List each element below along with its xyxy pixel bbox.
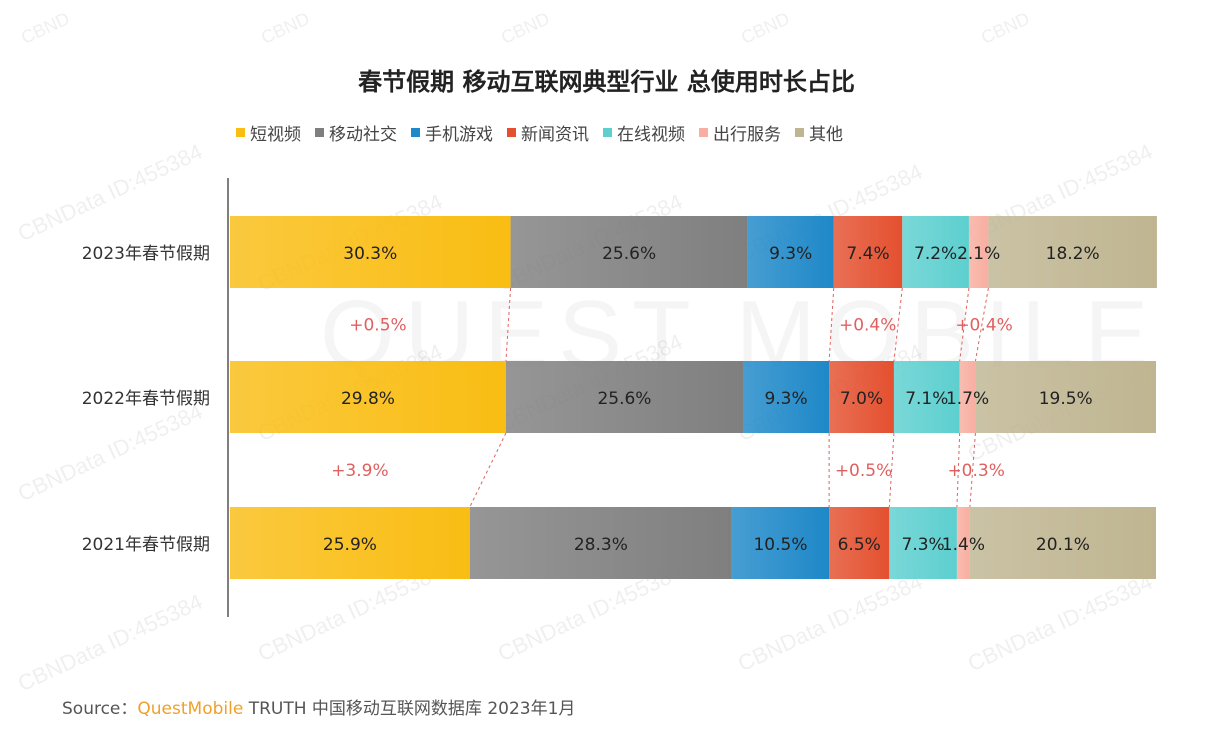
- data-label: 9.3%: [769, 244, 812, 264]
- data-label: 28.3%: [574, 535, 628, 555]
- legend-swatch: [411, 127, 420, 137]
- change-label: +0.5%: [835, 461, 892, 481]
- bar-segment--: [505, 361, 744, 433]
- legend-swatch: [236, 127, 245, 137]
- change-label: +0.5%: [349, 316, 406, 336]
- source-brand: QuestMobile: [137, 699, 244, 719]
- data-label: 25.6%: [597, 389, 651, 409]
- data-label: 19.5%: [1039, 389, 1093, 409]
- legend-item: 在线视频: [603, 120, 685, 145]
- legend-item: 短视频: [236, 120, 301, 145]
- connector-line: [974, 287, 989, 362]
- bar-segment--: [833, 216, 903, 288]
- bar-segment--: [889, 507, 957, 579]
- connector-line: [956, 432, 961, 508]
- legend-swatch: [795, 127, 804, 137]
- data-label: 1.7%: [946, 389, 989, 409]
- data-label: 25.6%: [602, 244, 656, 264]
- change-label: +0.4%: [839, 316, 896, 336]
- bar-segment--: [975, 361, 1156, 433]
- data-label: 10.5%: [753, 535, 807, 555]
- category-label: 2023年春节假期: [82, 244, 210, 264]
- category-label: 2022年春节假期: [82, 389, 210, 409]
- legend-swatch: [507, 127, 516, 137]
- legend-item: 新闻资讯: [507, 120, 589, 145]
- data-label: 2.1%: [957, 244, 1000, 264]
- bar-segment--: [902, 216, 969, 288]
- connector-line: [505, 287, 512, 362]
- connector-line: [893, 287, 903, 362]
- data-label: 30.3%: [343, 244, 397, 264]
- change-label: +0.4%: [955, 316, 1012, 336]
- bar-segment--: [747, 216, 834, 288]
- legend: 短视频 移动社交 手机游戏 新闻资讯 在线视频 出行服务 其他: [236, 120, 857, 145]
- bar-segment--: [510, 216, 748, 288]
- change-label: +0.3%: [947, 461, 1004, 481]
- data-label: 7.3%: [902, 535, 945, 555]
- bar-segment--: [743, 361, 830, 433]
- bar-segment--: [230, 507, 470, 579]
- data-label: 18.2%: [1046, 244, 1100, 264]
- source-suffix: TRUTH 中国移动互联网数据库 2023年1月: [248, 699, 576, 719]
- data-label: 7.4%: [846, 244, 889, 264]
- legend-label: 短视频: [250, 124, 301, 145]
- bar-segment--: [956, 507, 970, 579]
- data-label: 25.9%: [323, 535, 377, 555]
- data-label: 1.4%: [942, 535, 985, 555]
- data-label: 20.1%: [1036, 535, 1090, 555]
- bar-segment--: [988, 216, 1157, 288]
- bar-segment--: [969, 507, 1156, 579]
- data-label: 7.1%: [905, 389, 948, 409]
- legend-label: 手机游戏: [425, 124, 493, 145]
- legend-label: 新闻资讯: [521, 124, 589, 145]
- bar-segment--: [893, 361, 960, 433]
- legend-item: 手机游戏: [411, 120, 493, 145]
- legend-item: 出行服务: [699, 120, 781, 145]
- data-label: 7.0%: [840, 389, 883, 409]
- connector-line: [959, 287, 970, 362]
- category-label: 2021年春节假期: [82, 535, 210, 555]
- chart-title: 春节假期 移动互联网典型行业 总使用时长占比: [358, 68, 855, 96]
- data-label: 7.2%: [914, 244, 957, 264]
- source-prefix: Source：: [62, 699, 138, 719]
- legend-label: 在线视频: [617, 124, 685, 145]
- data-label: 6.5%: [838, 535, 881, 555]
- connector-line: [469, 432, 507, 508]
- bar-segment--: [959, 361, 976, 433]
- source-note: Source：QuestMobile TRUTH 中国移动互联网数据库 2023…: [62, 694, 575, 719]
- bar-segment--: [731, 507, 830, 579]
- bar-segment--: [829, 507, 890, 579]
- bar-segment--: [230, 216, 511, 288]
- bar-segment--: [469, 507, 732, 579]
- bar-segment--: [968, 216, 989, 288]
- bar-segment--: [829, 361, 894, 433]
- legend-label: 出行服务: [713, 124, 781, 145]
- legend-label: 其他: [809, 124, 843, 145]
- legend-item: 其他: [795, 120, 843, 145]
- bar-segment--: [230, 361, 506, 433]
- legend-swatch: [699, 127, 708, 137]
- connector-line: [828, 287, 835, 362]
- change-label: +3.9%: [331, 461, 388, 481]
- data-label: 9.3%: [764, 389, 807, 409]
- legend-swatch: [315, 127, 324, 137]
- connector-line: [969, 432, 976, 508]
- legend-label: 移动社交: [329, 124, 397, 145]
- connector-line: [888, 432, 895, 508]
- data-label: 29.8%: [341, 389, 395, 409]
- legend-item: 移动社交: [315, 120, 397, 145]
- legend-swatch: [603, 127, 612, 137]
